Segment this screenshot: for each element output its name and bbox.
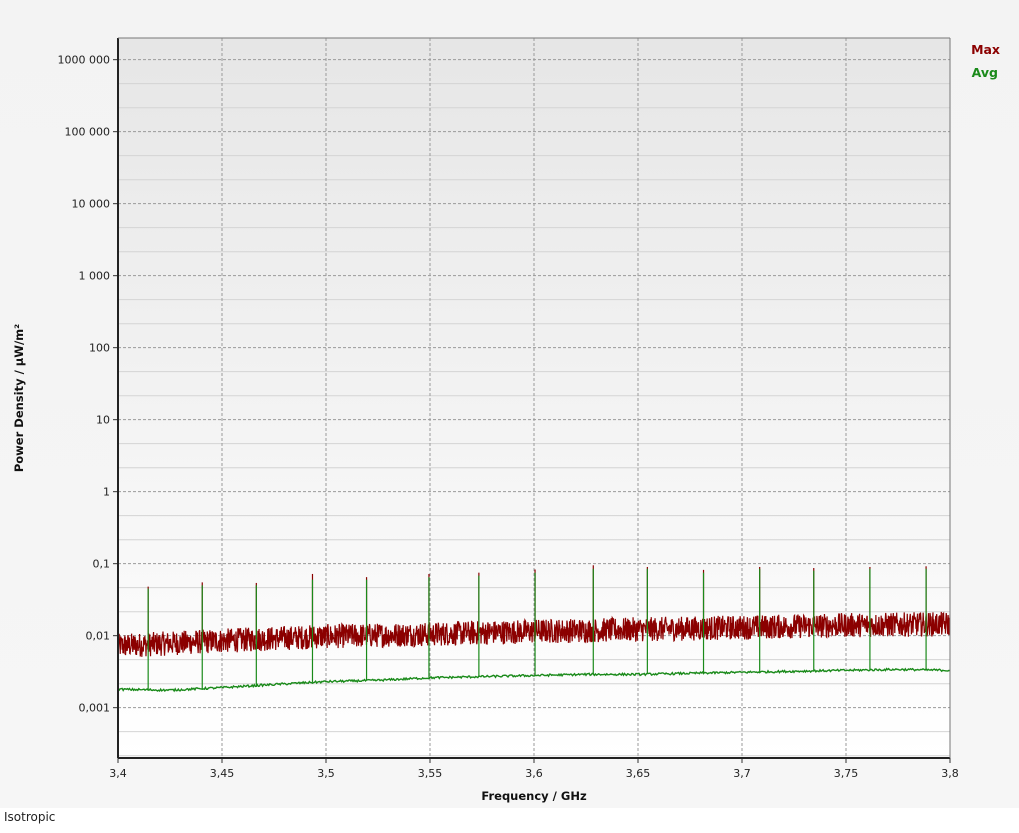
- spectrum-chart: 0,001 0,01 0,1 1 10 100 1 000 10 000 100 000 1000…: [12, 37, 1000, 803]
- x-tick-label: 3,4: [109, 767, 127, 780]
- series-layer: [118, 565, 950, 693]
- y-tick-label: 0,01: [86, 630, 111, 643]
- x-tick-label: 3,8: [941, 767, 959, 780]
- x-tick-label: 3,6: [525, 767, 543, 780]
- y-tick-label: 1: [103, 486, 110, 499]
- y-tick-label: 10 000: [72, 198, 111, 211]
- x-tick-label: 3,7: [733, 767, 751, 780]
- avg-series-line: [118, 667, 950, 693]
- y-tick-label: 10: [96, 414, 110, 427]
- chart-panel: 0,001 0,01 0,1 1 10 100 1 000 10 000 100 000 1000…: [0, 0, 1019, 808]
- legend-max: Max: [971, 42, 1000, 57]
- x-tick-label: 3,65: [626, 767, 651, 780]
- y-tick-label: 0,001: [79, 702, 111, 715]
- y-axis-title: Power Density / µW/m²: [12, 324, 26, 472]
- legend-avg: Avg: [972, 65, 998, 80]
- x-axis-title: Frequency / GHz: [481, 789, 587, 803]
- tick-labels: 0,001 0,01 0,1 1 10 100 1 000 10 000 100 000 1000…: [58, 54, 959, 780]
- x-tick-label: 3,55: [418, 767, 443, 780]
- x-tick-label: 3,5: [317, 767, 335, 780]
- x-tick-label: 3,45: [210, 767, 235, 780]
- y-tick-label: 100 000: [65, 126, 111, 139]
- y-tick-label: 1000 000: [58, 54, 111, 67]
- y-tick-label: 0,1: [93, 558, 111, 571]
- footer-label: Isotropic: [4, 810, 56, 824]
- axes: [113, 37, 951, 763]
- y-tick-label: 100: [89, 342, 110, 355]
- x-tick-label: 3,75: [834, 767, 859, 780]
- y-tick-label: 1 000: [79, 270, 111, 283]
